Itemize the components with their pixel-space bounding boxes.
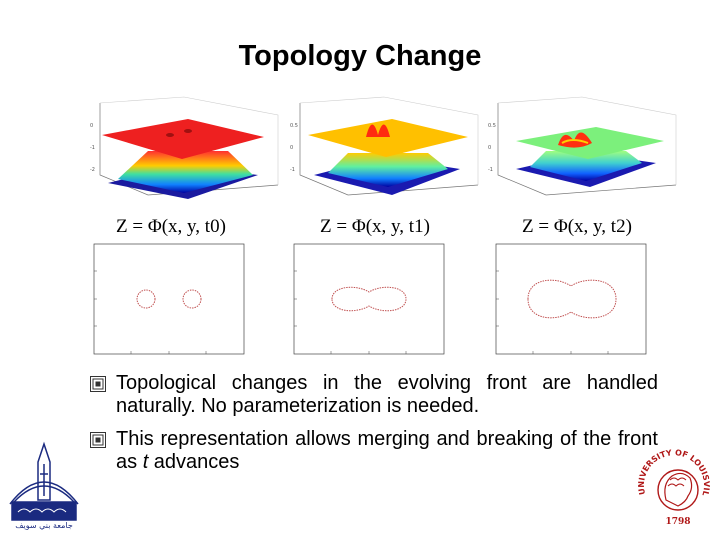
bullet-item: This representation allows merging and b…: [90, 428, 658, 474]
square-bullet-icon: [90, 432, 106, 448]
svg-text:0.5: 0.5: [488, 123, 496, 129]
svg-text:-1: -1: [290, 167, 295, 173]
seal-year: 1798: [665, 517, 690, 527]
svg-text:0: 0: [290, 145, 293, 151]
bullet-item: Topological changes in the evolving fron…: [90, 372, 658, 418]
svg-text:0: 0: [488, 145, 491, 151]
svg-text:0: 0: [90, 123, 93, 129]
surface-plot-t1: 0.5 0 -1: [290, 96, 479, 196]
square-bullet-icon: [90, 376, 106, 392]
svg-text:جامعة بني سويف: جامعة بني سويف: [15, 521, 73, 530]
surface-plot-t2: 0.5 0 -1: [488, 96, 677, 196]
university-logo-left: جامعة بني سويف: [9, 441, 79, 530]
contour-plot-t0: [93, 243, 245, 355]
svg-text:-1: -1: [488, 167, 493, 173]
slide-title: Topology Change: [238, 40, 482, 72]
surface-plot-t0: 0 -1 -2: [90, 96, 279, 199]
contour-plot-t1: [293, 243, 445, 355]
university-of-louisville-seal: UNIVERSITY OF LOUISVILLE 1798: [632, 444, 711, 527]
formula-t0: Z = Φ(x, y, t0): [116, 216, 226, 237]
formula-t1: Z = Φ(x, y, t1): [320, 216, 430, 237]
bullet-list: Topological changes in the evolving fron…: [90, 372, 658, 484]
svg-text:-1: -1: [90, 145, 95, 151]
contour-plot-t2: [495, 243, 647, 355]
svg-text:-2: -2: [90, 167, 95, 173]
bullet-text: Topological changes in the evolving fron…: [116, 372, 658, 417]
formula-t2: Z = Φ(x, y, t2): [522, 216, 632, 237]
svg-text:0.5: 0.5: [290, 123, 298, 129]
bullet-text: This representation allows merging and b…: [116, 428, 658, 473]
